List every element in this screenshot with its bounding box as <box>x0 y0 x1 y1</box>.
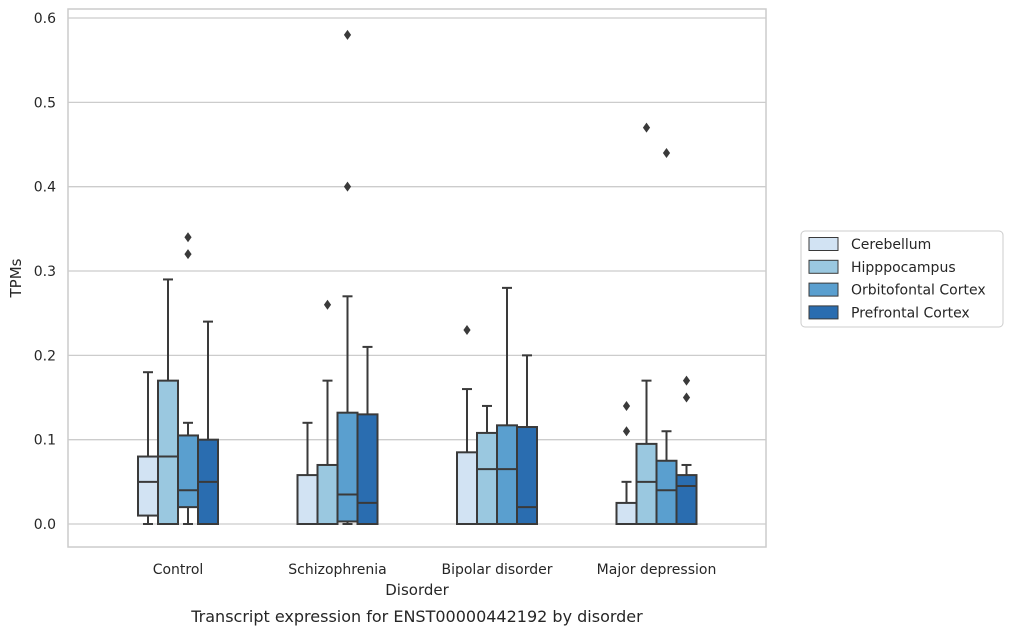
box <box>296 474 319 525</box>
outlier-point <box>343 29 352 40</box>
box <box>356 413 379 525</box>
box <box>675 474 698 525</box>
outlier-point <box>323 299 332 310</box>
outlier-point <box>622 426 631 437</box>
chart-caption: Transcript expression for ENST0000044219… <box>190 607 643 626</box>
box-plot <box>635 122 658 526</box>
box-plot <box>157 278 179 525</box>
box-plot <box>316 299 339 525</box>
y-axis-title: TPMs <box>7 258 25 298</box>
outlier-point <box>662 147 671 158</box>
x-tick-label: Bipolar disorder <box>441 562 552 578</box>
box-plot <box>197 320 219 526</box>
legend-label: Hipppocampus <box>851 260 956 276</box>
box-plot <box>496 286 518 525</box>
legend-swatch <box>808 305 839 320</box>
box-plot <box>615 400 638 526</box>
legend-label: Cerebellum <box>851 237 931 253</box>
box <box>336 411 359 523</box>
box-plot <box>476 404 498 526</box>
box <box>635 442 658 526</box>
box-plot <box>655 147 678 526</box>
legend-swatch <box>808 237 839 251</box>
box <box>177 434 199 509</box>
box <box>456 451 478 525</box>
y-tick-label: 0.3 <box>34 264 56 280</box>
y-tick-label: 0.6 <box>34 11 56 27</box>
y-tick-label: 0.2 <box>34 348 56 364</box>
box <box>476 431 498 526</box>
outlier-point <box>343 181 352 192</box>
plot-frame <box>67 8 767 548</box>
box <box>615 501 638 526</box>
box-plot <box>296 421 319 525</box>
legend-swatch <box>808 259 839 274</box>
box <box>496 424 518 525</box>
y-tick-label: 0.5 <box>34 95 56 111</box>
x-axis-title: Disorder <box>385 581 449 599</box>
y-tick-label: 0.1 <box>34 433 56 449</box>
x-tick-label: Schizophrenia <box>288 562 386 578</box>
outlier-point <box>682 392 691 403</box>
outlier-point <box>682 375 691 386</box>
box <box>137 455 159 517</box>
legend-frame <box>800 230 1004 328</box>
outlier-point <box>642 122 651 133</box>
box-plot <box>456 325 478 525</box>
y-tick-label: 0.4 <box>34 180 56 196</box>
box-plot <box>177 232 199 525</box>
box-plot <box>137 371 159 525</box>
box <box>316 463 339 525</box>
box <box>655 459 678 526</box>
x-tick-label: Control <box>153 562 204 578</box>
box-plot <box>356 345 379 525</box>
outlier-point <box>622 400 631 411</box>
y-tick-label: 0.0 <box>34 517 56 533</box>
outlier-point <box>184 232 192 243</box>
box-plot <box>675 375 698 525</box>
legend-swatch <box>808 282 839 297</box>
box <box>157 379 179 525</box>
box-plot <box>516 354 538 526</box>
outlier-point <box>463 325 471 336</box>
outlier-point <box>184 249 192 260</box>
box-plot <box>336 29 359 525</box>
x-tick-labels: Control Schizophrenia Bipolar disorder Majo… <box>153 562 717 578</box>
box-group <box>137 29 698 526</box>
x-tick-label: Major depression <box>597 562 717 578</box>
legend-label: Orbitofontal Cortex <box>851 283 986 299</box>
box <box>516 426 538 526</box>
legend-label: Prefrontal Cortex <box>851 305 970 321</box>
y-tick-labels: 0.0 0.1 0.2 0.3 0.4 0.5 0.6 <box>34 11 56 533</box>
legend: Cerebellum Hipppocampus Orbitofontal Corte… <box>800 230 1004 328</box>
